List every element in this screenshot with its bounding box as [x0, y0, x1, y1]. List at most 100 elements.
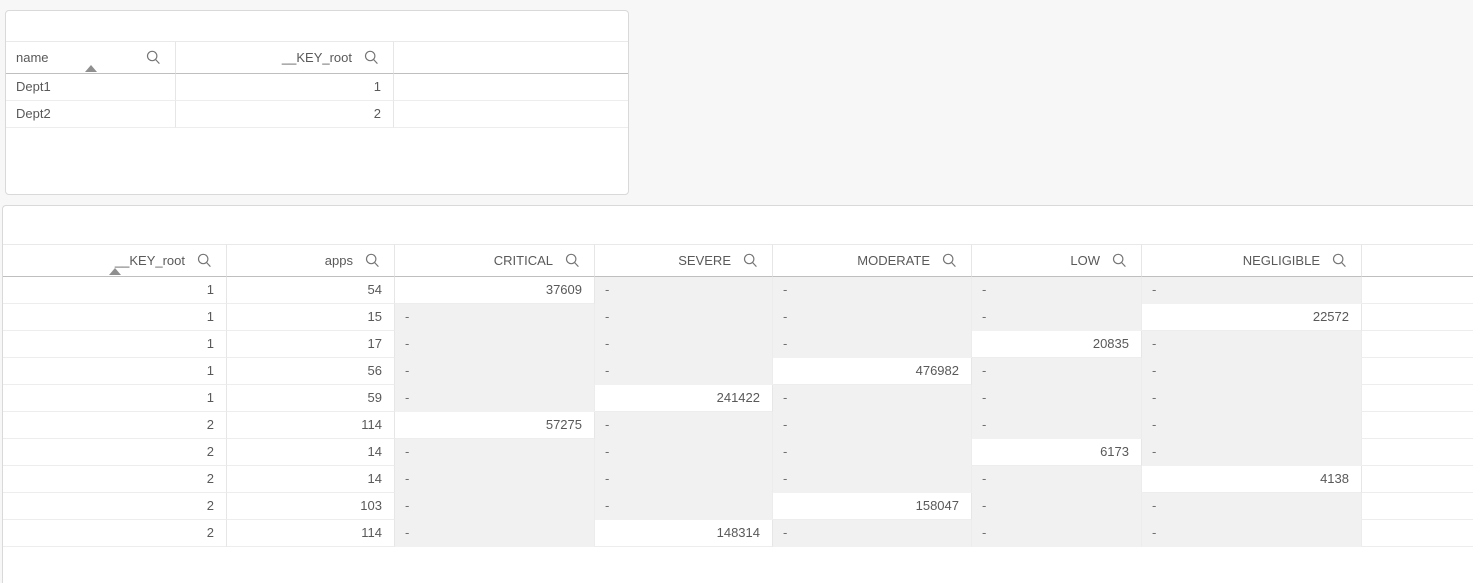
- apps-table-row: 2 103- -158047- -: [3, 493, 1473, 520]
- column-header-critical[interactable]: CRITICAL: [395, 244, 595, 277]
- departments-table-row: Dept1 1: [6, 74, 628, 101]
- filler-column-header: [394, 41, 628, 74]
- null-cell: -: [595, 466, 773, 493]
- null-cell: -: [773, 385, 972, 412]
- value-cell: 22572: [1142, 304, 1362, 331]
- column-label: SEVERE: [678, 253, 731, 268]
- column-label: __KEY_root: [281, 50, 352, 65]
- null-cell: -: [773, 304, 972, 331]
- null-cell: -: [972, 304, 1142, 331]
- column-label: NEGLIGIBLE: [1242, 253, 1320, 268]
- value-cell: 14: [227, 439, 395, 466]
- null-cell: -: [395, 466, 595, 493]
- value-cell: 37609: [395, 277, 595, 304]
- search-icon[interactable]: [365, 253, 380, 268]
- value-cell: 1: [3, 385, 227, 412]
- departments-header-row: name __KEY_root: [6, 41, 628, 74]
- column-header-low[interactable]: LOW: [972, 244, 1142, 277]
- null-cell: -: [972, 466, 1142, 493]
- null-cell: -: [1142, 520, 1362, 547]
- value-cell: 1: [3, 304, 227, 331]
- value-cell: 2: [3, 520, 227, 547]
- null-cell: -: [972, 412, 1142, 439]
- filler-cell: [1362, 412, 1473, 439]
- column-label: MODERATE: [857, 253, 930, 268]
- value-cell: 476982: [773, 358, 972, 385]
- value-cell: Dept1: [6, 74, 176, 101]
- null-cell: -: [595, 331, 773, 358]
- null-cell: -: [395, 520, 595, 547]
- column-header-keyroot[interactable]: __KEY_root: [3, 244, 227, 277]
- value-cell: 4138: [1142, 466, 1362, 493]
- value-cell: 2: [3, 493, 227, 520]
- filler-cell: [1362, 520, 1473, 547]
- value-cell: 114: [227, 520, 395, 547]
- column-header-keyroot[interactable]: __KEY_root: [176, 41, 394, 74]
- filler-cell: [394, 101, 628, 128]
- null-cell: -: [1142, 412, 1362, 439]
- column-label: __KEY_root: [114, 253, 185, 268]
- value-cell: 103: [227, 493, 395, 520]
- apps-table-row: 1 17- - -20835-: [3, 331, 1473, 358]
- apps-table-row: 1 56- -476982- -: [3, 358, 1473, 385]
- value-cell: 57275: [395, 412, 595, 439]
- null-cell: -: [395, 493, 595, 520]
- null-cell: -: [773, 412, 972, 439]
- value-cell: 54: [227, 277, 395, 304]
- search-icon[interactable]: [197, 253, 212, 268]
- search-icon[interactable]: [1112, 253, 1127, 268]
- search-icon[interactable]: [942, 253, 957, 268]
- null-cell: -: [595, 358, 773, 385]
- column-header-severe[interactable]: SEVERE: [595, 244, 773, 277]
- null-cell: -: [773, 520, 972, 547]
- search-icon[interactable]: [364, 50, 379, 65]
- null-cell: -: [773, 439, 972, 466]
- value-cell: 114: [227, 412, 395, 439]
- column-label: name: [16, 50, 49, 65]
- null-cell: -: [595, 412, 773, 439]
- search-icon[interactable]: [146, 50, 161, 65]
- column-header-name[interactable]: name: [6, 41, 176, 74]
- value-cell: 1: [3, 331, 227, 358]
- departments-table: name __KEY_root Dept1 1 Dept2 2: [6, 41, 628, 128]
- null-cell: -: [773, 466, 972, 493]
- apps-table-row: 2 114-148314- - -: [3, 520, 1473, 547]
- column-label: CRITICAL: [493, 253, 553, 268]
- null-cell: -: [972, 358, 1142, 385]
- search-icon[interactable]: [743, 253, 758, 268]
- null-cell: -: [595, 493, 773, 520]
- value-cell: 2: [3, 412, 227, 439]
- value-cell: Dept2: [6, 101, 176, 128]
- filler-cell: [1362, 439, 1473, 466]
- column-header-negligible[interactable]: NEGLIGIBLE: [1142, 244, 1362, 277]
- filler-cell: [394, 74, 628, 101]
- null-cell: -: [1142, 331, 1362, 358]
- null-cell: -: [1142, 385, 1362, 412]
- value-cell: 1: [3, 277, 227, 304]
- null-cell: -: [395, 331, 595, 358]
- filler-cell: [1362, 385, 1473, 412]
- column-label: LOW: [1070, 253, 1100, 268]
- null-cell: -: [395, 439, 595, 466]
- value-cell: 17: [227, 331, 395, 358]
- null-cell: -: [595, 439, 773, 466]
- null-cell: -: [395, 385, 595, 412]
- null-cell: -: [972, 520, 1142, 547]
- filler-column-header: [1362, 244, 1473, 277]
- value-cell: 14: [227, 466, 395, 493]
- value-cell: 15: [227, 304, 395, 331]
- value-cell: 241422: [595, 385, 773, 412]
- sort-ascending-icon: [108, 268, 121, 275]
- value-cell: 148314: [595, 520, 773, 547]
- apps-table-body: 1 54 37609- - - -1 15- - - -22572 1 17- - -20835-1 56-…: [3, 277, 1473, 547]
- column-header-moderate[interactable]: MODERATE: [773, 244, 972, 277]
- value-cell: 2: [3, 439, 227, 466]
- filler-cell: [1362, 358, 1473, 385]
- column-label: apps: [324, 253, 353, 268]
- apps-table-row: 2 114 57275- - - -: [3, 412, 1473, 439]
- search-icon[interactable]: [565, 253, 580, 268]
- value-cell: 1: [3, 358, 227, 385]
- search-icon[interactable]: [1332, 253, 1347, 268]
- column-header-apps[interactable]: apps: [227, 244, 395, 277]
- apps-table-row: 1 15- - - -22572: [3, 304, 1473, 331]
